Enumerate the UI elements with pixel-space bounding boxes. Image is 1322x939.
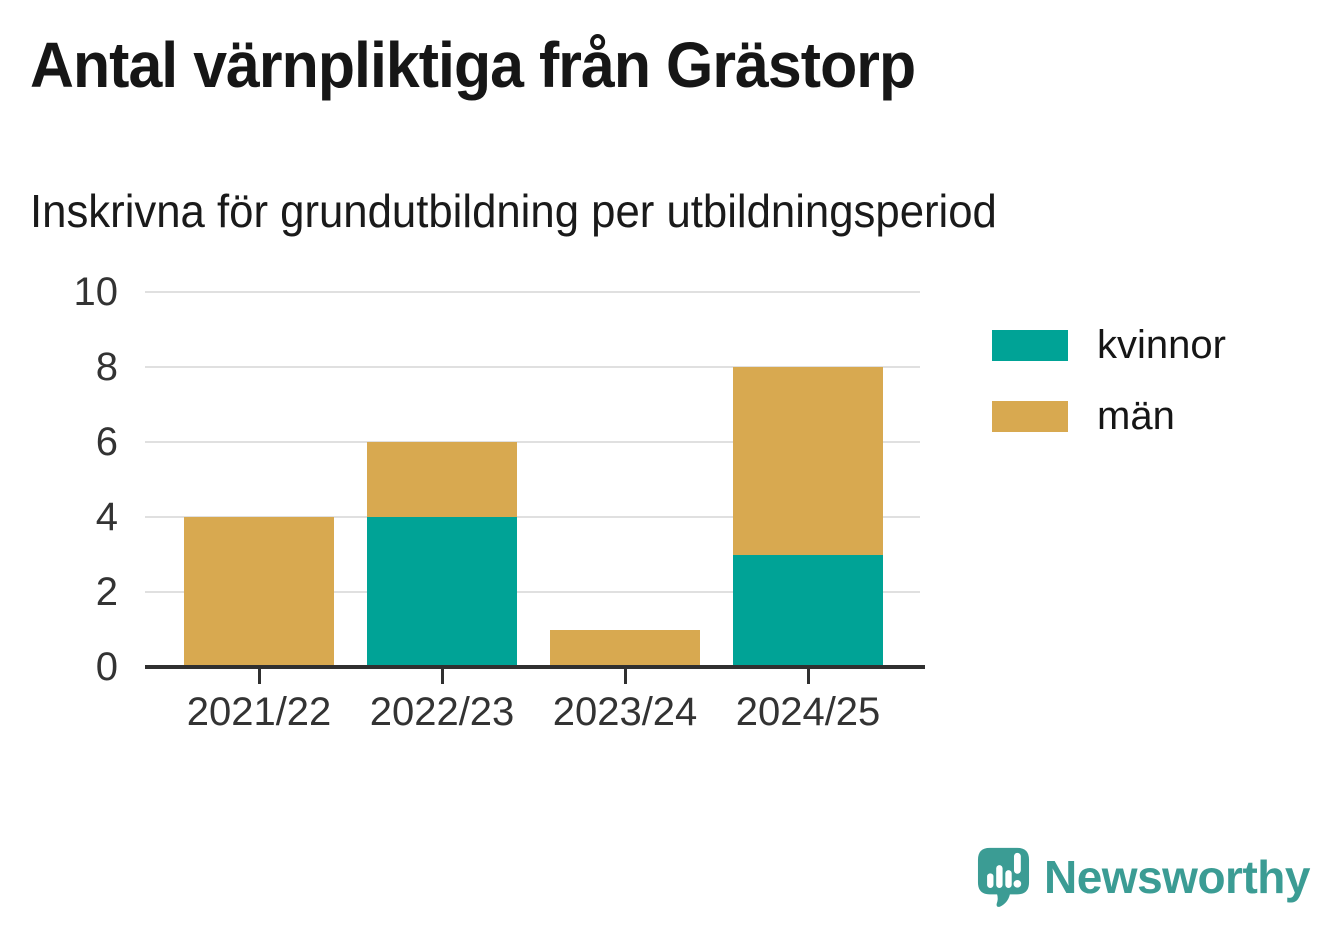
y-axis-tick-label: 4 [95, 495, 118, 539]
x-axis-tick-mark [807, 669, 810, 684]
gridline [145, 591, 920, 593]
x-axis-tick-label: 2021/22 [186, 690, 332, 734]
bar-segment-män [550, 629, 700, 667]
legend: kvinnor män [992, 325, 1226, 467]
logo-bar-2 [996, 865, 1003, 888]
legend-item-kvinnor: kvinnor [992, 325, 1226, 365]
bar-segment-män [733, 367, 883, 555]
legend-item-män: män [992, 396, 1226, 436]
chart-title: Antal värnpliktiga från Grästorp [30, 29, 916, 101]
x-axis-tick-mark [441, 669, 444, 684]
y-axis-tick-label: 0 [95, 645, 118, 689]
gridline [145, 366, 920, 368]
x-axis-tick-mark [624, 669, 627, 684]
legend-label: kvinnor [1097, 323, 1226, 367]
y-axis-tick-label: 8 [95, 345, 118, 389]
bar-segment-kvinnor [367, 517, 517, 667]
y-axis-tick-label: 10 [73, 270, 119, 314]
logo-bar-1 [987, 873, 994, 888]
x-axis-tick-label: 2022/23 [369, 690, 515, 734]
bar-segment-kvinnor [733, 554, 883, 667]
bar-segment-män [367, 442, 517, 517]
brand-footer: Newsworthy [976, 844, 1310, 910]
x-axis-tick-label: 2023/24 [552, 690, 698, 734]
logo-exclamation-bar [1013, 852, 1021, 874]
legend-swatch-män [992, 400, 1068, 432]
brand-name: Newsworthy [1044, 851, 1310, 903]
bar-segment-män [184, 517, 334, 667]
y-axis-tick-label: 2 [95, 570, 118, 614]
logo-exclamation-dot [1013, 880, 1022, 888]
newsworthy-logo-icon [977, 847, 1030, 907]
gridline [145, 516, 920, 518]
gridline [145, 291, 920, 293]
x-axis-line [145, 665, 925, 669]
legend-label: män [1097, 394, 1175, 438]
x-axis-tick-label: 2024/25 [735, 690, 881, 734]
logo-bar-3 [1005, 870, 1012, 888]
legend-swatch-kvinnor [992, 329, 1068, 361]
x-axis-tick-mark [258, 669, 261, 684]
chart-subtitle: Inskrivna för grundutbildning per utbild… [30, 185, 997, 237]
y-axis-tick-label: 6 [95, 420, 118, 464]
gridline [145, 441, 920, 443]
